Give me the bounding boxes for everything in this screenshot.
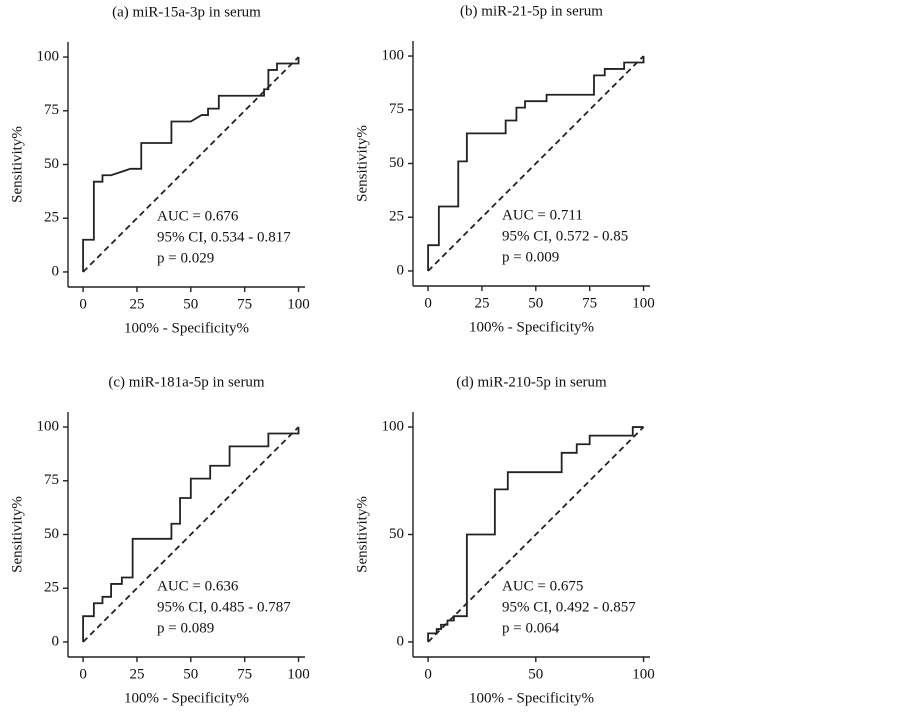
y-tick-label: 100 (37, 418, 60, 434)
y-tick-label: 50 (389, 155, 404, 171)
reference-line (82, 56, 300, 273)
x-tick-label: 25 (474, 295, 489, 311)
x-axis-label: 100% - Specificity% (124, 320, 249, 336)
annotation: AUC = 0.636 (157, 578, 239, 594)
x-axis-label: 100% - Specificity% (124, 690, 249, 706)
x-tick-label: 25 (129, 666, 144, 682)
y-axis-label: Sensitivity% (9, 126, 25, 203)
reference-line (427, 426, 645, 643)
x-tick-label: 100 (287, 296, 310, 312)
y-tick-label: 50 (44, 526, 59, 542)
roc-curve (82, 427, 300, 642)
y-tick-label: 25 (389, 209, 404, 225)
annotation: 95% CI, 0.572 - 0.85 (502, 228, 628, 244)
annotation: AUC = 0.675 (502, 578, 583, 594)
annotation: p = 0.029 (157, 250, 214, 266)
x-axis-label: 100% - Specificity% (469, 319, 594, 335)
x-tick-label: 75 (237, 666, 252, 682)
x-tick-label: 100 (632, 295, 655, 311)
reference-line (82, 426, 300, 643)
x-tick-label: 25 (129, 296, 144, 312)
annotation: 95% CI, 0.492 - 0.857 (502, 599, 636, 615)
panel-title: (b) miR-21-5p in serum (460, 3, 603, 19)
y-tick-label: 25 (44, 580, 59, 596)
x-axis-label: 100% - Specificity% (469, 690, 594, 706)
y-tick-label: 100 (37, 48, 60, 64)
y-tick-label: 0 (397, 262, 405, 278)
y-tick-label: 75 (389, 101, 404, 117)
y-tick-label: 0 (52, 633, 60, 649)
y-tick-label: 50 (389, 526, 404, 542)
y-tick-label: 75 (44, 472, 59, 488)
x-tick-label: 75 (237, 296, 252, 312)
x-tick-label: 75 (582, 295, 597, 311)
annotation: AUC = 0.711 (502, 207, 583, 223)
x-tick-label: 50 (183, 666, 198, 682)
y-axis-label: Sensitivity% (354, 125, 370, 202)
y-tick-label: 0 (397, 633, 405, 649)
x-tick-label: 100 (287, 666, 310, 682)
annotation: AUC = 0.676 (157, 208, 239, 224)
annotation: p = 0.089 (157, 620, 214, 636)
y-axis-label: Sensitivity% (9, 496, 25, 573)
y-tick-label: 50 (44, 156, 59, 172)
x-tick-label: 50 (528, 295, 543, 311)
annotation: p = 0.064 (502, 620, 560, 636)
x-tick-label: 0 (79, 666, 87, 682)
x-tick-label: 0 (424, 295, 432, 311)
x-tick-label: 100 (632, 666, 655, 682)
x-tick-label: 50 (528, 666, 543, 682)
x-tick-label: 50 (183, 296, 198, 312)
y-tick-label: 75 (44, 102, 59, 118)
roc-curve (427, 56, 645, 271)
roc-curve (82, 57, 300, 272)
y-axis-label: Sensitivity% (354, 496, 370, 573)
panel-title: (a) miR-15a-3p in serum (112, 4, 261, 20)
annotation: 95% CI, 0.534 - 0.817 (157, 229, 291, 245)
roc-curve (427, 426, 644, 642)
x-tick-label: 0 (424, 666, 432, 682)
annotation: p = 0.009 (502, 249, 559, 265)
y-tick-label: 25 (44, 210, 59, 226)
panel-title: (c) miR-181a-5p in serum (108, 374, 265, 390)
y-tick-label: 0 (52, 263, 60, 279)
panel-title: (d) miR-210-5p in serum (456, 374, 607, 390)
x-tick-label: 0 (79, 296, 87, 312)
reference-line (427, 55, 645, 272)
y-tick-label: 100 (382, 418, 405, 434)
annotation: 95% CI, 0.485 - 0.787 (157, 599, 291, 615)
y-tick-label: 100 (382, 47, 405, 63)
